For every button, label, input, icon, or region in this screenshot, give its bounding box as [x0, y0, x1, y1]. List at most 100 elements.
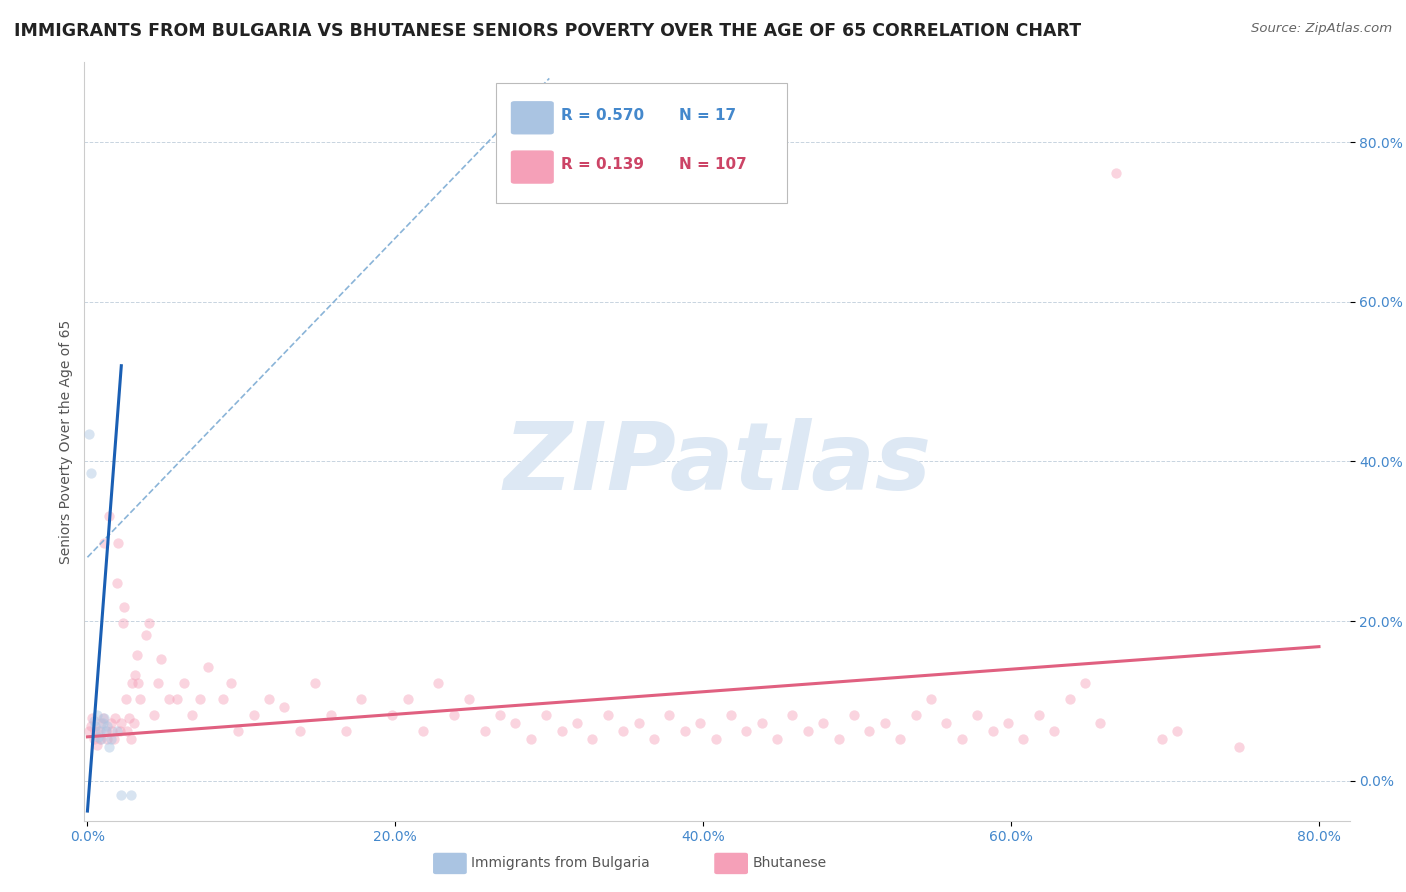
Point	[658, 708, 681, 723]
Point	[935, 716, 957, 731]
Point	[108, 724, 131, 739]
Point	[827, 732, 849, 747]
Point	[197, 660, 219, 674]
Point	[782, 708, 804, 723]
Point	[98, 740, 121, 755]
Point	[412, 724, 434, 739]
Point	[150, 652, 173, 666]
Point	[105, 724, 128, 739]
Point	[319, 708, 342, 723]
Point	[489, 708, 512, 723]
Point	[226, 724, 249, 739]
Point	[101, 724, 124, 739]
Point	[1043, 724, 1066, 739]
Point	[173, 676, 195, 690]
Point	[96, 732, 118, 747]
Point	[84, 724, 107, 739]
Point	[920, 692, 942, 706]
Point	[157, 692, 180, 706]
Point	[396, 692, 419, 706]
Point	[288, 724, 311, 739]
Point	[520, 732, 543, 747]
Point	[797, 724, 820, 739]
Text: Bhutanese: Bhutanese	[752, 856, 827, 871]
Text: R = 0.139: R = 0.139	[561, 157, 644, 172]
FancyBboxPatch shape	[496, 83, 787, 202]
Point	[128, 692, 150, 706]
Point	[981, 724, 1004, 739]
Point	[103, 732, 125, 747]
Point	[273, 700, 295, 714]
Text: Immigrants from Bulgaria: Immigrants from Bulgaria	[471, 856, 650, 871]
Point	[704, 732, 727, 747]
Point	[596, 708, 619, 723]
Point	[1227, 740, 1250, 755]
Point	[79, 719, 101, 733]
Point	[84, 719, 107, 733]
Point	[87, 724, 110, 739]
FancyBboxPatch shape	[510, 151, 554, 184]
Point	[87, 730, 110, 744]
Point	[104, 711, 127, 725]
Point	[112, 599, 135, 614]
Text: ZIPatlas: ZIPatlas	[503, 418, 931, 510]
Point	[1012, 732, 1035, 747]
Point	[100, 732, 122, 747]
Point	[124, 668, 146, 682]
Point	[565, 716, 588, 731]
Point	[120, 788, 142, 802]
Point	[212, 692, 235, 706]
Point	[458, 692, 481, 706]
Point	[1166, 724, 1188, 739]
Point	[79, 467, 101, 481]
Point	[1059, 692, 1081, 706]
FancyBboxPatch shape	[510, 101, 554, 135]
Point	[581, 732, 603, 747]
Point	[91, 716, 114, 731]
Point	[1074, 676, 1097, 690]
Point	[720, 708, 742, 723]
Point	[550, 724, 572, 739]
Point	[89, 724, 111, 739]
Point	[77, 426, 100, 441]
Point	[350, 692, 373, 706]
Point	[673, 724, 696, 739]
Text: N = 17: N = 17	[679, 108, 737, 123]
Point	[188, 692, 211, 706]
Point	[997, 716, 1019, 731]
Point	[111, 615, 134, 630]
Point	[443, 708, 465, 723]
Point	[83, 714, 105, 728]
Point	[93, 711, 115, 725]
Point	[534, 708, 557, 723]
Point	[257, 692, 280, 706]
Point	[135, 628, 157, 642]
Point	[115, 692, 138, 706]
Text: IMMIGRANTS FROM BULGARIA VS BHUTANESE SENIORS POVERTY OVER THE AGE OF 65 CORRELA: IMMIGRANTS FROM BULGARIA VS BHUTANESE SE…	[14, 22, 1081, 40]
Point	[110, 716, 132, 731]
Point	[110, 788, 132, 802]
Point	[858, 724, 880, 739]
Point	[751, 716, 773, 731]
Point	[242, 708, 264, 723]
Point	[1028, 708, 1050, 723]
Point	[427, 676, 450, 690]
Point	[166, 692, 188, 706]
Text: N = 107: N = 107	[679, 157, 747, 172]
Point	[121, 676, 143, 690]
Point	[735, 724, 758, 739]
Point	[86, 708, 108, 723]
Point	[966, 708, 988, 723]
Point	[1150, 732, 1173, 747]
Point	[304, 676, 326, 690]
Point	[381, 708, 404, 723]
Point	[91, 711, 114, 725]
Point	[842, 708, 865, 723]
Point	[889, 732, 911, 747]
Point	[148, 676, 170, 690]
Point	[689, 716, 711, 731]
Point	[120, 732, 142, 747]
Point	[950, 732, 973, 747]
Point	[98, 508, 121, 523]
Y-axis label: Seniors Poverty Over the Age of 65: Seniors Poverty Over the Age of 65	[59, 319, 73, 564]
